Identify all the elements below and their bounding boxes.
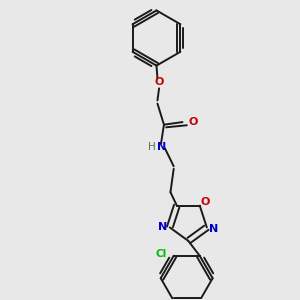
Text: O: O (154, 77, 164, 88)
Text: O: O (201, 197, 210, 207)
Text: N: N (209, 224, 218, 234)
Text: N: N (158, 222, 167, 232)
Text: H: H (148, 142, 156, 152)
Text: Cl: Cl (155, 249, 167, 259)
Text: N: N (157, 142, 166, 152)
Text: O: O (188, 117, 198, 127)
